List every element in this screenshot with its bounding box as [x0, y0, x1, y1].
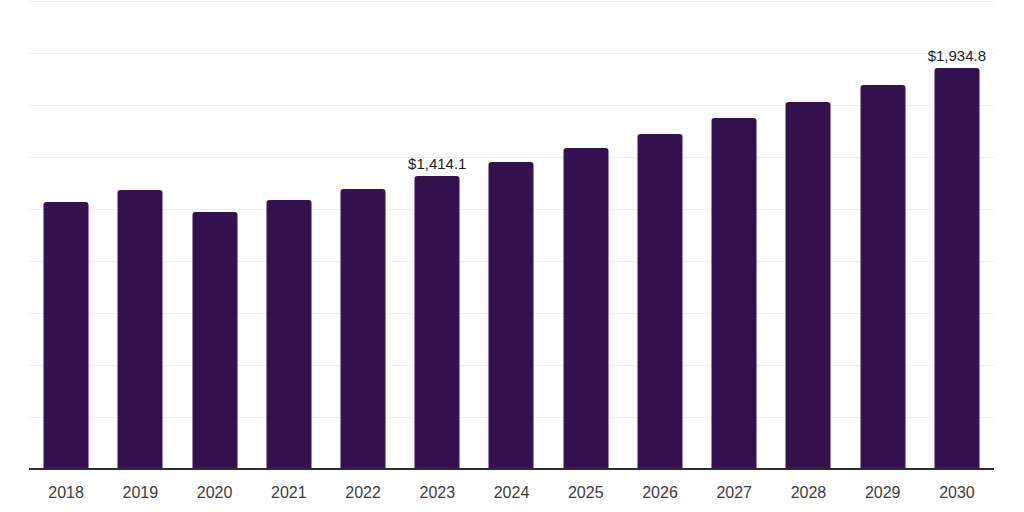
- x-tick-label: 2022: [326, 484, 400, 502]
- bar-slot: $1,934.8: [920, 0, 994, 470]
- x-tick-label: 2026: [623, 484, 697, 502]
- bar: [712, 118, 757, 470]
- x-tick-label: 2027: [697, 484, 771, 502]
- bar: [489, 162, 534, 470]
- bar-slot: $1,414.1: [400, 0, 474, 470]
- x-tick-label: 2029: [846, 484, 920, 502]
- bar-slot: [623, 0, 697, 470]
- bar: [44, 202, 89, 470]
- bar: [118, 190, 163, 470]
- x-tick-label: 2020: [177, 484, 251, 502]
- bar-slot: [326, 0, 400, 470]
- bar-slot: [549, 0, 623, 470]
- bar: [192, 212, 237, 471]
- bar-chart: $1,414.1$1,934.8 20182019202020212022202…: [0, 0, 1024, 512]
- x-tick-label: 2019: [103, 484, 177, 502]
- x-tick-label: 2030: [920, 484, 994, 502]
- x-tick-label: 2023: [400, 484, 474, 502]
- x-axis-tick-labels: 2018201920202021202220232024202520262027…: [29, 484, 994, 502]
- plot-area: $1,414.1 $1,934.8: [29, 0, 994, 470]
- x-tick-label: 2021: [252, 484, 326, 502]
- bar: [934, 68, 979, 470]
- x-tick-label: 2028: [771, 484, 845, 502]
- bar-slot: [771, 0, 845, 470]
- x-tick-label: 2024: [474, 484, 548, 502]
- bar: [637, 134, 682, 470]
- bar-slot: [252, 0, 326, 470]
- bar-slot: [103, 0, 177, 470]
- bar: [786, 102, 831, 470]
- bar-slot: [697, 0, 771, 470]
- bar-slot: [177, 0, 251, 470]
- x-tick-label: 2025: [549, 484, 623, 502]
- bar: [860, 85, 905, 470]
- bar-value-label: $1,414.1: [408, 156, 466, 171]
- bar-slot: [29, 0, 103, 470]
- bar: [341, 189, 386, 470]
- x-axis-line: [29, 468, 994, 470]
- x-tick-label: 2018: [29, 484, 103, 502]
- bar: [415, 176, 460, 470]
- bar-slot: [474, 0, 548, 470]
- bar-value-label: $1,934.8: [928, 48, 986, 63]
- bar-slot: [846, 0, 920, 470]
- bar: [266, 200, 311, 470]
- bar: [563, 148, 608, 470]
